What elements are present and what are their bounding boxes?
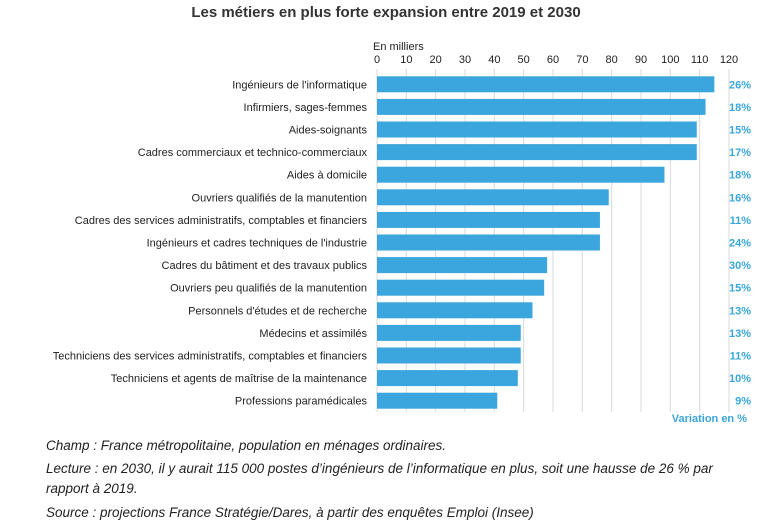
category-label: Personnels d'études et de recherche — [188, 305, 367, 317]
variation-label: 9% — [735, 396, 751, 408]
x-tick-label: 120 — [720, 54, 738, 66]
category-label: Cadres commerciaux et technico-commercia… — [138, 147, 368, 159]
bar — [377, 279, 545, 296]
x-tick-label: 30 — [459, 54, 471, 66]
note-lecture: Lecture : en 2030, il y aurait 115 000 p… — [46, 461, 713, 496]
variation-label: 18% — [729, 170, 751, 182]
variation-label: 11% — [730, 351, 752, 363]
bar — [377, 189, 609, 206]
bar — [377, 370, 518, 387]
bar — [377, 324, 521, 341]
variation-label: 13% — [729, 305, 751, 317]
category-label: Techniciens et agents de maîtrise de la … — [111, 373, 367, 385]
bar — [377, 121, 697, 138]
variation-axis-label: Variation en % — [672, 413, 747, 425]
category-label: Ingénieurs et cadres techniques de l'ind… — [147, 238, 367, 250]
bar — [377, 257, 548, 274]
category-label: Ingénieurs de l'informatique — [232, 79, 367, 91]
note-source: Source : projections France Stratégie/Da… — [46, 505, 534, 520]
variation-label: 30% — [729, 260, 751, 272]
unit-label: En milliers — [373, 41, 424, 53]
category-label: Infirmiers, sages-femmes — [244, 102, 368, 114]
x-tick-label: 110 — [691, 54, 709, 66]
bar — [377, 392, 498, 409]
x-tick-label: 0 — [374, 54, 380, 66]
variation-label: 10% — [729, 373, 751, 385]
variation-label: 24% — [729, 238, 751, 250]
x-tick-label: 100 — [661, 54, 679, 66]
x-tick-label: 10 — [400, 54, 412, 66]
x-tick-label: 50 — [518, 54, 530, 66]
variation-label: 17% — [729, 147, 751, 159]
x-tick-label: 60 — [547, 54, 559, 66]
x-tick-label: 40 — [488, 54, 500, 66]
variation-label: 16% — [729, 192, 751, 204]
bar — [377, 302, 533, 319]
chart-title: Les métiers en plus forte expansion entr… — [191, 4, 581, 21]
bar — [377, 166, 665, 183]
variation-label: 15% — [729, 283, 751, 295]
bar — [377, 211, 600, 228]
category-label: Ouvriers peu qualifiés de la manutention — [170, 283, 367, 295]
note-champ: Champ : France métropolitaine, populatio… — [46, 438, 446, 453]
x-tick-label: 90 — [635, 54, 647, 66]
category-label: Ouvriers qualifiés de la manutention — [192, 192, 367, 204]
x-tick-label: 80 — [606, 54, 618, 66]
bar — [377, 76, 715, 93]
category-label: Cadres des services administratifs, comp… — [75, 215, 368, 227]
variation-label: 26% — [729, 79, 751, 91]
variation-label: 15% — [729, 125, 751, 137]
variation-label: 18% — [729, 102, 751, 114]
category-label: Professions paramédicales — [235, 396, 368, 408]
x-tick-label: 20 — [430, 54, 442, 66]
category-label: Aides à domicile — [287, 170, 367, 182]
bar — [377, 347, 521, 364]
category-label: Aides-soignants — [289, 125, 368, 137]
bar — [377, 234, 600, 251]
category-label: Cadres du bâtiment et des travaux public… — [162, 260, 368, 272]
variation-label: 13% — [729, 328, 751, 340]
variation-label: 11% — [730, 215, 752, 227]
category-label: Techniciens des services administratifs,… — [53, 351, 368, 363]
bar — [377, 144, 697, 161]
x-tick-label: 70 — [576, 54, 588, 66]
category-label: Médecins et assimilés — [259, 328, 367, 340]
bar — [377, 98, 706, 115]
